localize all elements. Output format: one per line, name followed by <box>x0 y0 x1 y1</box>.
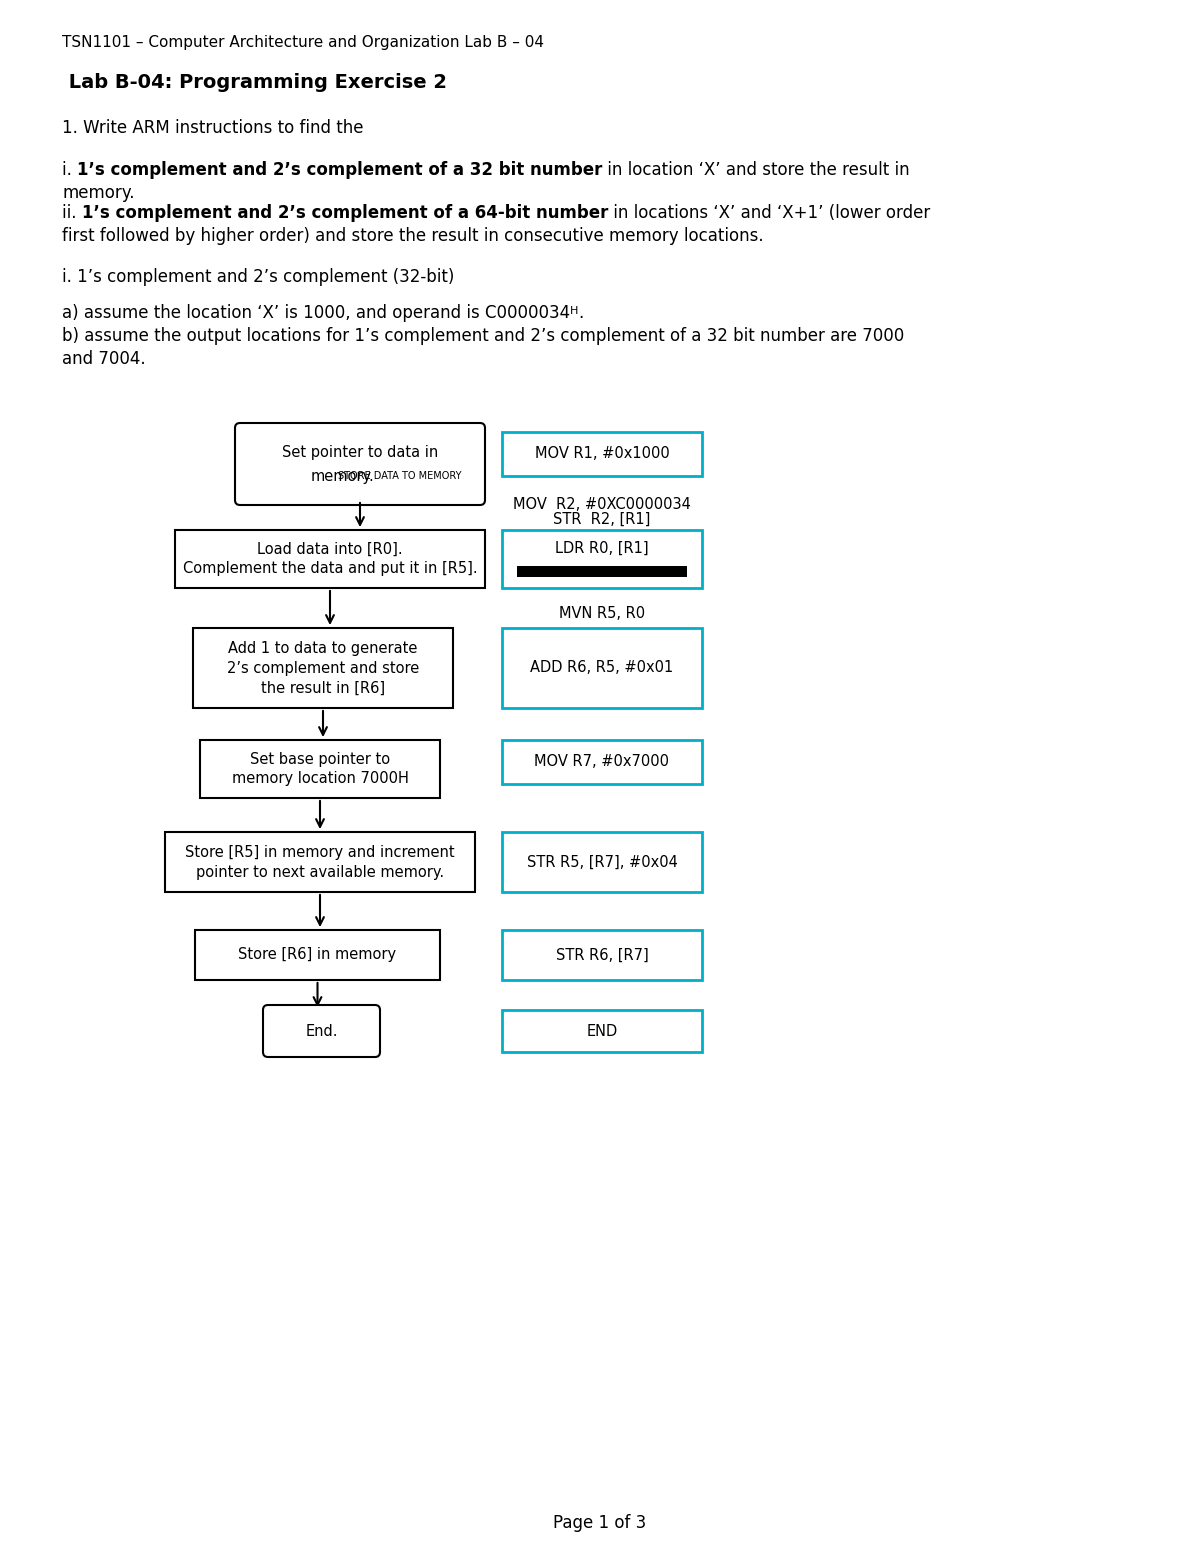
Text: Set pointer to data in: Set pointer to data in <box>282 444 438 460</box>
FancyBboxPatch shape <box>235 422 485 505</box>
Text: Page 1 of 3: Page 1 of 3 <box>553 1514 647 1531</box>
Text: i.: i. <box>62 162 77 179</box>
Text: Load data into [R0].: Load data into [R0]. <box>257 542 403 558</box>
Text: Store [R6] in memory: Store [R6] in memory <box>239 947 396 963</box>
Text: H: H <box>570 306 578 315</box>
FancyBboxPatch shape <box>175 530 485 589</box>
Text: Complement the data and put it in [R5].: Complement the data and put it in [R5]. <box>182 561 478 576</box>
FancyBboxPatch shape <box>502 530 702 589</box>
Text: and 7004.: and 7004. <box>62 349 145 368</box>
FancyBboxPatch shape <box>502 739 702 784</box>
Text: STR  R2, [R1]: STR R2, [R1] <box>553 512 650 526</box>
Text: first followed by higher order) and store the result in consecutive memory locat: first followed by higher order) and stor… <box>62 227 763 245</box>
FancyBboxPatch shape <box>200 739 440 798</box>
Text: LDR R0, [R1]: LDR R0, [R1] <box>556 540 649 556</box>
Text: memory.: memory. <box>310 469 374 483</box>
FancyBboxPatch shape <box>166 832 475 891</box>
Text: b) assume the output locations for 1’s complement and 2’s complement of a 32 bit: b) assume the output locations for 1’s c… <box>62 328 905 345</box>
Text: TSN1101 – Computer Architecture and Organization Lab B – 04: TSN1101 – Computer Architecture and Orga… <box>62 36 544 50</box>
Text: memory.: memory. <box>62 183 134 202</box>
FancyBboxPatch shape <box>502 432 702 477</box>
Text: MOV R7, #0x7000: MOV R7, #0x7000 <box>534 755 670 769</box>
Text: End.: End. <box>305 1023 337 1039</box>
Text: STR R6, [R7]: STR R6, [R7] <box>556 947 648 963</box>
Text: 1. Write ARM instructions to find the: 1. Write ARM instructions to find the <box>62 120 364 137</box>
Text: 1’s complement and 2’s complement of a 32 bit number: 1’s complement and 2’s complement of a 3… <box>77 162 602 179</box>
FancyBboxPatch shape <box>517 565 686 578</box>
Text: ADD R6, R5, #0x01: ADD R6, R5, #0x01 <box>530 660 673 676</box>
Text: .: . <box>578 304 583 321</box>
FancyBboxPatch shape <box>502 832 702 891</box>
Text: Set base pointer to: Set base pointer to <box>250 752 390 767</box>
Text: in locations ‘X’ and ‘X+1’ (lower order: in locations ‘X’ and ‘X+1’ (lower order <box>608 203 930 222</box>
FancyBboxPatch shape <box>194 930 440 980</box>
FancyBboxPatch shape <box>502 1009 702 1051</box>
Text: ii.: ii. <box>62 203 82 222</box>
Text: MOV  R2, #0XC0000034: MOV R2, #0XC0000034 <box>514 497 691 512</box>
Text: in location ‘X’ and store the result in: in location ‘X’ and store the result in <box>602 162 910 179</box>
FancyBboxPatch shape <box>263 1005 380 1058</box>
Text: 2’s complement and store: 2’s complement and store <box>227 660 419 676</box>
Text: STORE DATA TO MEMORY: STORE DATA TO MEMORY <box>338 471 462 481</box>
Text: a) assume the location ‘X’ is 1000, and operand is C0000034: a) assume the location ‘X’ is 1000, and … <box>62 304 570 321</box>
Text: MVN R5, R0: MVN R5, R0 <box>559 607 646 621</box>
FancyBboxPatch shape <box>502 627 702 708</box>
Text: Store [R5] in memory and increment: Store [R5] in memory and increment <box>185 845 455 859</box>
Text: 1’s complement and 2’s complement of a 64-bit number: 1’s complement and 2’s complement of a 6… <box>82 203 608 222</box>
Text: pointer to next available memory.: pointer to next available memory. <box>196 865 444 879</box>
Text: END: END <box>587 1023 618 1039</box>
Text: i. 1’s complement and 2’s complement (32-bit): i. 1’s complement and 2’s complement (32… <box>62 269 455 286</box>
Text: memory location 7000H: memory location 7000H <box>232 772 408 786</box>
Text: MOV R1, #0x1000: MOV R1, #0x1000 <box>535 447 670 461</box>
Text: the result in [R6]: the result in [R6] <box>260 680 385 696</box>
FancyBboxPatch shape <box>502 930 702 980</box>
Text: Add 1 to data to generate: Add 1 to data to generate <box>228 640 418 655</box>
FancyBboxPatch shape <box>193 627 454 708</box>
Text: STR R5, [R7], #0x04: STR R5, [R7], #0x04 <box>527 854 678 870</box>
Text: Lab B-04: Programming Exercise 2: Lab B-04: Programming Exercise 2 <box>62 73 446 92</box>
